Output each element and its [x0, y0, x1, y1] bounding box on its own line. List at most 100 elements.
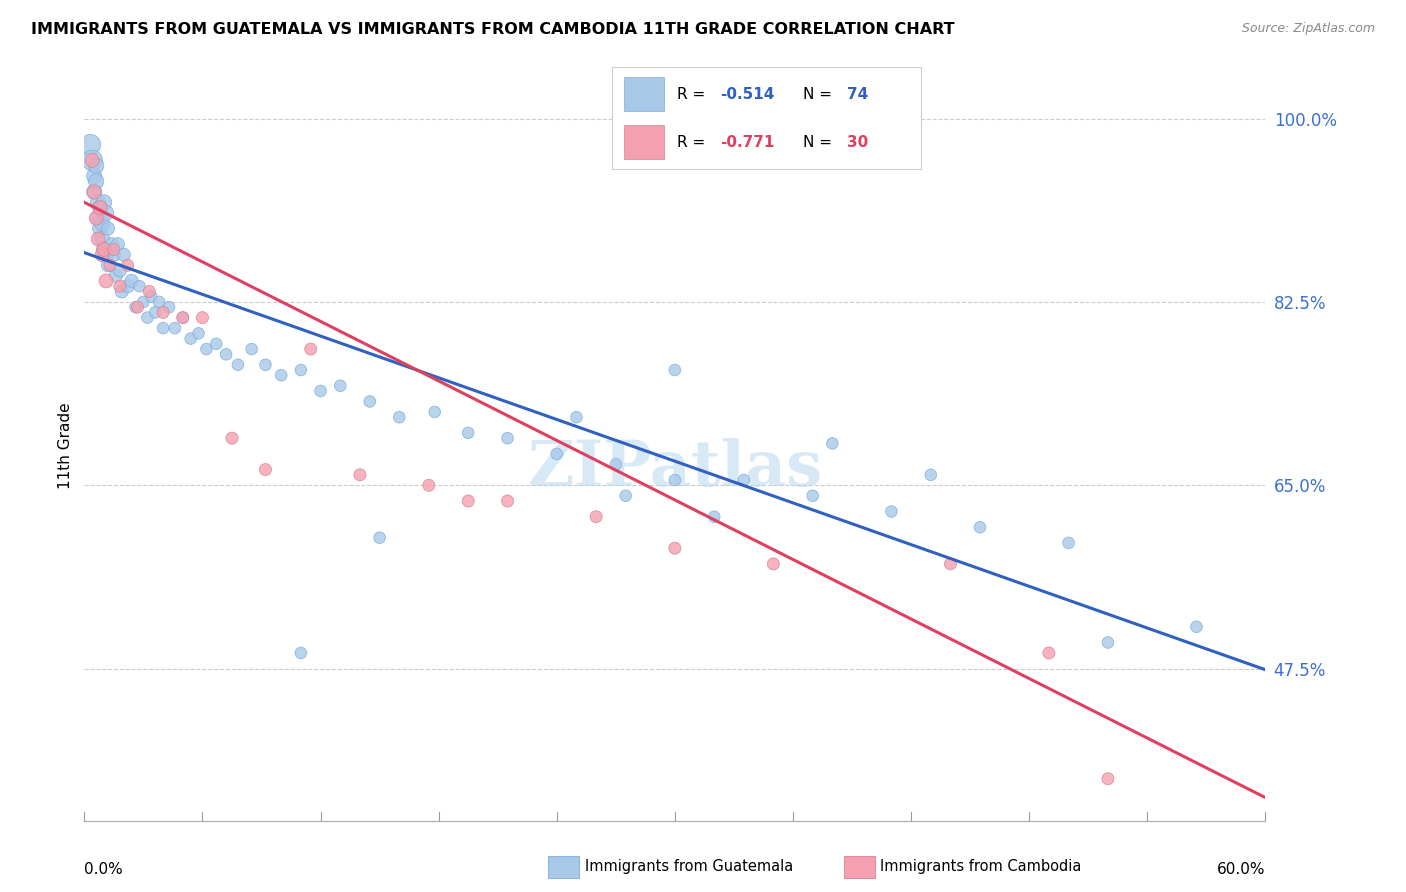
- Text: Immigrants from Guatemala: Immigrants from Guatemala: [585, 859, 793, 873]
- Point: [664, 473, 686, 487]
- Point: [368, 531, 391, 545]
- Point: [801, 489, 824, 503]
- Point: [221, 431, 243, 445]
- Point: [141, 290, 163, 304]
- Point: [98, 243, 121, 257]
- Point: [87, 232, 110, 246]
- Point: [299, 342, 322, 356]
- Point: [84, 211, 107, 225]
- Point: [664, 363, 686, 377]
- Text: N =: N =: [803, 135, 837, 150]
- Point: [138, 285, 160, 299]
- Point: [108, 263, 131, 277]
- Point: [91, 216, 114, 230]
- Point: [104, 268, 127, 283]
- Point: [84, 159, 107, 173]
- Point: [83, 169, 105, 183]
- Point: [87, 195, 110, 210]
- Point: [91, 248, 114, 262]
- Point: [565, 410, 588, 425]
- Point: [290, 646, 312, 660]
- Point: [733, 473, 755, 487]
- Point: [457, 494, 479, 508]
- Point: [1057, 536, 1080, 550]
- Point: [423, 405, 446, 419]
- Text: Source: ZipAtlas.com: Source: ZipAtlas.com: [1241, 22, 1375, 36]
- Point: [152, 305, 174, 319]
- Point: [585, 509, 607, 524]
- Point: [762, 557, 785, 571]
- Point: [127, 300, 149, 314]
- Point: [172, 310, 194, 325]
- Point: [112, 248, 135, 262]
- Point: [349, 467, 371, 482]
- Text: IMMIGRANTS FROM GUATEMALA VS IMMIGRANTS FROM CAMBODIA 11TH GRADE CORRELATION CHA: IMMIGRANTS FROM GUATEMALA VS IMMIGRANTS …: [31, 22, 955, 37]
- Text: 30: 30: [846, 135, 868, 150]
- Point: [93, 243, 115, 257]
- Point: [83, 185, 105, 199]
- Point: [98, 258, 121, 272]
- Point: [79, 137, 101, 152]
- Point: [703, 509, 725, 524]
- Point: [128, 279, 150, 293]
- Point: [121, 274, 143, 288]
- Point: [89, 201, 111, 215]
- Point: [89, 221, 111, 235]
- Point: [496, 431, 519, 445]
- Point: [418, 478, 440, 492]
- Y-axis label: 11th Grade: 11th Grade: [58, 402, 73, 490]
- Point: [309, 384, 332, 398]
- Point: [254, 358, 277, 372]
- Text: -0.514: -0.514: [720, 87, 775, 102]
- Point: [254, 462, 277, 476]
- Point: [270, 368, 292, 383]
- Point: [215, 347, 238, 361]
- Point: [87, 211, 110, 225]
- Point: [290, 363, 312, 377]
- Point: [82, 153, 104, 168]
- Point: [359, 394, 381, 409]
- Point: [157, 300, 180, 314]
- Point: [1038, 646, 1060, 660]
- Point: [1185, 620, 1208, 634]
- Point: [1097, 772, 1119, 786]
- Point: [920, 467, 942, 482]
- Point: [605, 458, 627, 472]
- Point: [821, 436, 844, 450]
- Text: N =: N =: [803, 87, 837, 102]
- Point: [103, 248, 125, 262]
- Point: [124, 300, 146, 314]
- Point: [89, 201, 111, 215]
- Point: [969, 520, 991, 534]
- Text: R =: R =: [676, 135, 710, 150]
- Point: [240, 342, 263, 356]
- Point: [191, 310, 214, 325]
- Bar: [624, 77, 664, 111]
- Point: [108, 279, 131, 293]
- Text: R =: R =: [676, 87, 710, 102]
- Point: [187, 326, 209, 341]
- Point: [329, 378, 352, 392]
- Point: [457, 425, 479, 440]
- Point: [195, 342, 218, 356]
- Point: [107, 237, 129, 252]
- Point: [136, 310, 159, 325]
- Point: [148, 294, 170, 309]
- Point: [172, 310, 194, 325]
- Text: Immigrants from Cambodia: Immigrants from Cambodia: [880, 859, 1081, 873]
- Point: [91, 232, 114, 246]
- Point: [117, 279, 139, 293]
- Point: [94, 206, 117, 220]
- Point: [93, 195, 115, 210]
- Point: [93, 243, 115, 257]
- Point: [163, 321, 186, 335]
- Text: -0.771: -0.771: [720, 135, 775, 150]
- Point: [546, 447, 568, 461]
- Point: [117, 258, 139, 272]
- Point: [880, 504, 903, 518]
- Text: 0.0%: 0.0%: [84, 862, 124, 877]
- Point: [97, 221, 120, 235]
- Point: [82, 153, 104, 168]
- Point: [103, 243, 125, 257]
- Text: 74: 74: [846, 87, 868, 102]
